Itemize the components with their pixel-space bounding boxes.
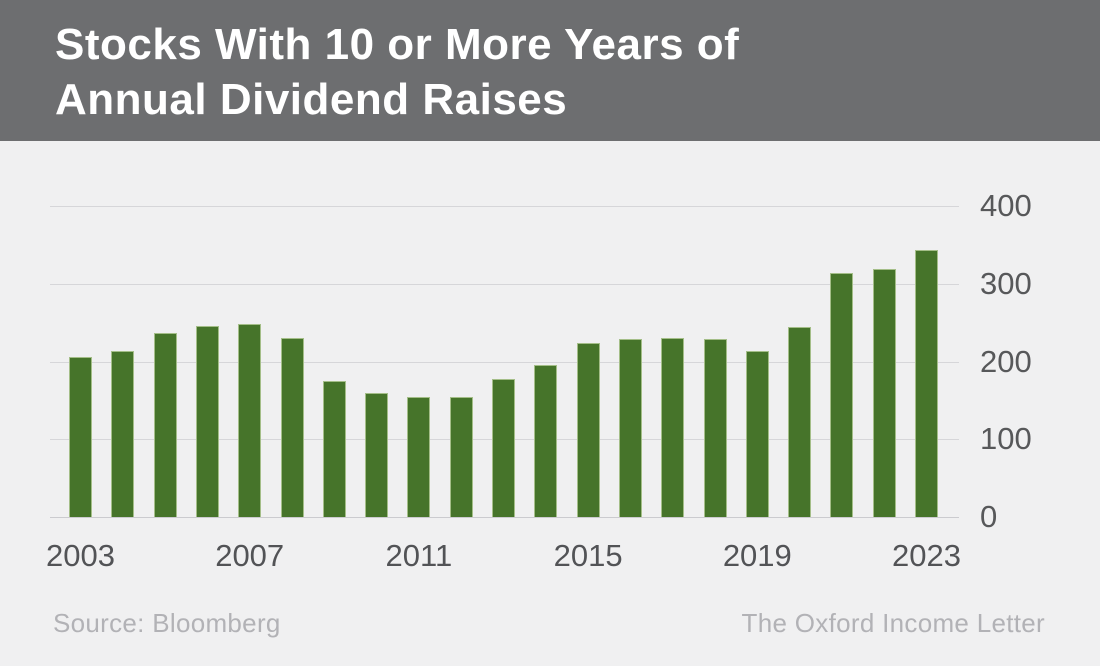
chart-title: Stocks With 10 or More Years of Annual Di… (55, 17, 739, 127)
bar-2011 (407, 396, 431, 517)
bar-2008 (280, 338, 304, 517)
bar-2003 (69, 356, 92, 517)
y-axis-label-300: 300 (980, 265, 1032, 301)
bar-2009 (322, 380, 346, 517)
gridline-200 (50, 361, 959, 363)
bar-2019 (745, 350, 769, 517)
chart-title-line-2: Annual Dividend Raises (55, 75, 568, 124)
x-axis-label-2015: 2015 (553, 538, 623, 573)
bar-2014 (534, 364, 558, 517)
x-axis-label-2019: 2019 (722, 538, 792, 573)
bar-2021 (830, 272, 854, 517)
x-axis-label-2011: 2011 (385, 538, 453, 573)
y-axis-label-0: 0 (980, 499, 998, 534)
source-credit: Source: Bloomberg (53, 608, 281, 638)
x-axis-label-2003: 2003 (46, 538, 115, 573)
bar-2010 (365, 392, 389, 517)
bar-2017 (661, 338, 685, 517)
gridline-400 (50, 206, 959, 207)
gridline-300 (50, 283, 959, 285)
bar-2018 (703, 339, 727, 517)
y-axis-label-400: 400 (980, 188, 1032, 223)
gridline-0 (50, 517, 959, 518)
bar-2022 (872, 269, 896, 517)
bar-2005 (153, 332, 177, 517)
y-axis-label-100: 100 (980, 421, 1032, 457)
brand-credit: The Oxford Income Letter (741, 608, 1045, 638)
bar-2007 (238, 324, 262, 517)
bar-chart-plot-area (50, 206, 959, 518)
chart-footer: Source: Bloomberg The Oxford Income Lett… (53, 608, 1045, 639)
bar-2016 (618, 339, 642, 517)
bar-2023 (915, 250, 938, 517)
bar-2013 (492, 378, 515, 517)
bar-2012 (449, 397, 473, 517)
bar-2015 (576, 342, 600, 517)
x-axis-label-2023: 2023 (892, 538, 961, 573)
chart-header-band: Stocks With 10 or More Years of Annual Di… (0, 0, 1100, 141)
bar-2004 (111, 350, 135, 517)
x-axis-label-2007: 2007 (215, 538, 285, 573)
chart-title-line-1: Stocks With 10 or More Years of (55, 20, 740, 69)
bar-2006 (195, 325, 219, 517)
y-axis-label-200: 200 (980, 343, 1032, 379)
bar-2020 (788, 326, 812, 517)
